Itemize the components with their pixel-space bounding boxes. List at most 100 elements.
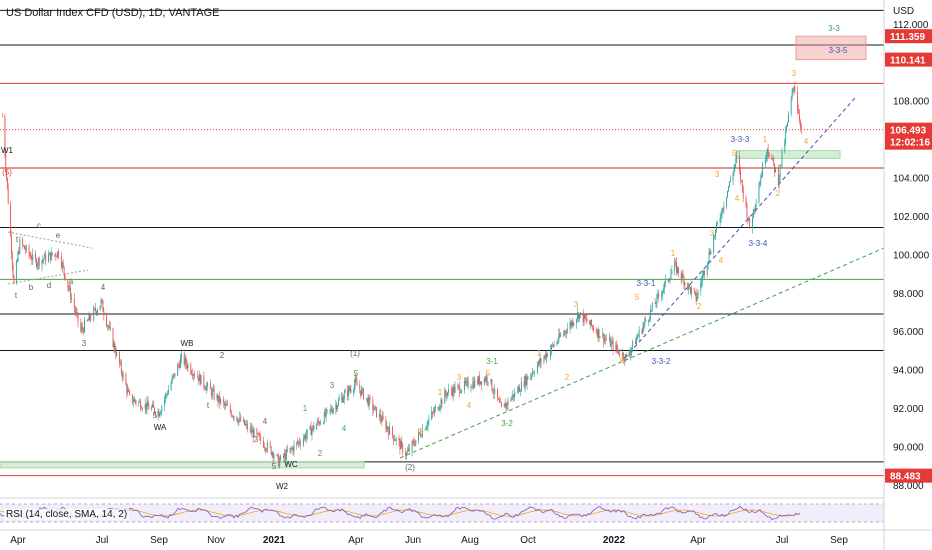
candle-522 [681,273,683,280]
candle-362 [471,387,473,388]
candle-483 [630,350,632,356]
candle-409 [533,372,535,374]
y-tick-label-2: 92.000 [893,404,924,415]
candle-603 [786,126,788,132]
wave-5-o4: 5 [732,149,737,158]
candle-109 [141,408,142,410]
candle-355 [461,390,463,393]
candle-596 [777,168,779,185]
candle-43 [56,256,58,258]
candle-437 [570,322,572,326]
candle-540 [704,270,705,275]
candle-13 [17,252,19,261]
candle-269 [349,389,351,391]
candle-567 [740,170,741,180]
time-axis[interactable]: Apr Jul Sep Nov 2021 Apr Jun Aug Oct 2022 Apr Jul Se… [10,535,848,546]
candle-481 [628,353,630,356]
candle-50 [64,273,66,280]
candle-299 [388,429,390,435]
candle-274 [355,378,357,382]
candle-241 [316,424,318,430]
candle-374 [486,376,488,382]
candle-589 [767,149,769,154]
candle-85 [109,326,111,329]
candle-434 [565,332,567,334]
candle-458 [597,329,599,337]
candle-367 [478,376,480,384]
candle-72 [94,308,96,309]
candle-173 [225,404,226,406]
wave-t1: t [16,235,19,244]
candle-512 [668,280,670,281]
candle-334 [434,409,435,414]
candle-238 [311,429,313,436]
candle-81 [106,315,108,326]
candle-7 [11,236,12,254]
candle-304 [394,440,396,441]
wave-4-grey2: 4 [263,417,268,426]
candle-398 [518,386,520,392]
candle-4 [6,177,8,187]
candle-416 [543,357,545,363]
candle-294 [381,416,383,422]
candle-267 [348,387,349,396]
candle-33 [43,258,45,260]
candle-196 [256,428,258,434]
candle-590 [768,153,770,157]
candle-446 [582,312,584,323]
price-axis[interactable]: USD88.00090.00092.00094.00096.00098.0001… [883,0,930,550]
candle-88 [114,343,116,352]
candle-360 [467,380,469,388]
candle-309 [401,441,403,444]
candle-442 [577,312,578,320]
wave-4-green: 4 [342,424,347,433]
candle-90 [116,352,118,356]
candle-506 [661,294,663,297]
candle-519 [677,267,678,273]
tag-111-bg [885,29,932,44]
y-tick-label-1: 90.000 [893,443,924,454]
candle-597 [778,176,780,185]
candle-231 [302,438,304,445]
candle-321 [418,432,420,441]
candle-273 [354,378,356,385]
candle-341 [444,391,446,404]
candle-222 [290,447,292,449]
wave-3-grey2: 3 [254,435,259,444]
wave-3-2: 3-2 [501,419,513,428]
candle-563 [734,164,736,168]
candle-147 [191,373,193,375]
candle-156 [203,375,205,387]
candle-9 [12,264,14,277]
candle-574 [748,217,750,221]
candle-445 [579,312,581,314]
candle-61 [80,322,82,331]
wave-3-o4: 3 [715,170,720,179]
candle-373 [485,376,487,382]
candle-174 [226,404,227,406]
candle-198 [258,433,260,436]
candle-306 [398,438,400,441]
candle-303 [393,440,395,441]
candle-553 [721,208,723,217]
candle-29 [37,258,39,265]
candle-318 [413,441,415,445]
candle-577 [752,209,754,218]
candle-162 [210,389,212,396]
candle-64 [83,329,84,333]
wave-e: e [56,231,61,240]
candle-300 [389,426,391,435]
green-trendline [399,247,885,459]
candle-70 [90,319,92,320]
wave-2-o5: 2 [776,189,781,198]
candle-171 [223,399,225,403]
candle-248 [324,411,326,417]
candle-326 [424,429,426,431]
candle-111 [144,403,146,409]
y-tick-label-5: 98.000 [893,289,924,300]
candle-56 [73,298,75,309]
candle-25 [32,253,34,260]
candle-136 [177,364,179,377]
